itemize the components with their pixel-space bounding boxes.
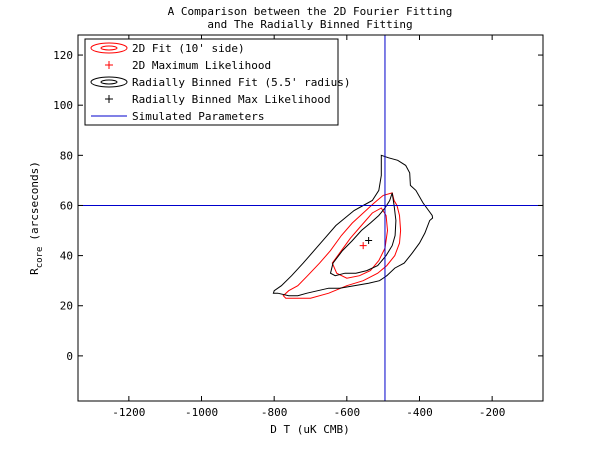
axes: -1200 -1000 -800 -600 -400 -200 0 20 40 60 80 100 12…	[53, 35, 543, 419]
plot-area	[77, 34, 544, 402]
x-tick-label: -1200	[112, 406, 145, 419]
x-tick-label: -200	[479, 406, 506, 419]
legend-label-2d-fit: 2D Fit (10' side)	[132, 42, 245, 55]
legend-symbol-radial-max-likelihood	[105, 95, 113, 103]
y-tick-label: 80	[60, 149, 73, 162]
y-axis-label: Rcore (arcseconds)	[28, 161, 45, 275]
y-tick-label: 60	[60, 199, 73, 212]
chart-title-line-1: A Comparison between the 2D Fourier Fitt…	[168, 5, 453, 18]
legend-label-radial-max-likelihood: Radially Binned Max Likelihood	[132, 93, 331, 106]
x-tick-label: -600	[334, 406, 361, 419]
legend-symbol-2d-fit	[90, 42, 128, 54]
legend: 2D Fit (10' side) 2D Maximum Likelihood …	[84, 38, 351, 126]
y-tick-label: 100	[53, 99, 73, 112]
legend-label-2d-max-likelihood: 2D Maximum Likelihood	[132, 59, 271, 72]
x-tick-label: -400	[406, 406, 433, 419]
contour-3	[329, 192, 397, 277]
chart-title-line-2: and The Radially Binned Fitting	[207, 18, 412, 31]
y-tick-label: 120	[53, 49, 73, 62]
contour-2	[272, 154, 434, 297]
contour-1	[331, 207, 389, 279]
max-likelihood-2d-marker	[359, 242, 367, 250]
y-axis-label-tail: (arcseconds)	[28, 161, 41, 240]
max-likelihood-radial-marker	[365, 237, 373, 245]
x-tick-label: -800	[261, 406, 288, 419]
x-axis-label: D T (uK CMB)	[270, 423, 349, 436]
legend-symbol-radial-fit	[90, 76, 128, 88]
y-tick-label: 0	[66, 350, 73, 363]
y-tick-label: 40	[60, 250, 73, 263]
contour-0	[282, 192, 402, 299]
legend-symbol-2d-max-likelihood	[105, 61, 113, 69]
svg-text:Rcore(arcseconds): Rcore (arcseconds)	[28, 161, 45, 275]
legend-label-radial-fit: Radially Binned Fit (5.5' radius)	[132, 76, 351, 89]
y-axis-label-main: R	[28, 268, 41, 275]
y-tick-label: 20	[60, 300, 73, 313]
legend-label-simulated-parameters: Simulated Parameters	[132, 110, 264, 123]
plot-frame	[77, 34, 544, 402]
y-axis-label-subscript: core	[35, 247, 45, 269]
x-tick-label: -1000	[185, 406, 218, 419]
